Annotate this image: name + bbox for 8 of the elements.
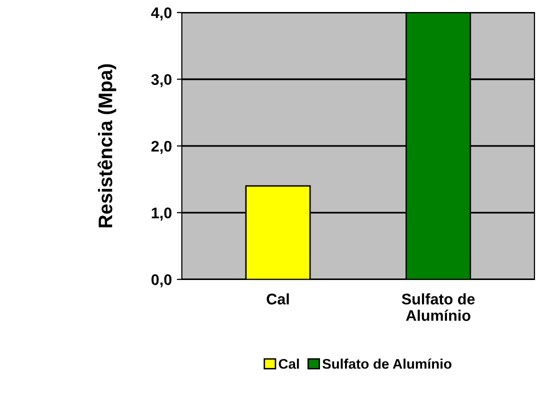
y-tick-label: 1,0 [152, 208, 172, 221]
y-axis-title: Resistência (Mpa) [98, 64, 116, 228]
legend-label: Cal [278, 358, 299, 369]
y-tick-label: 2,0 [151, 140, 172, 154]
y-tick-label: 0,0 [151, 274, 172, 288]
legend-label: Sulfato de Alumínio [322, 358, 452, 369]
y-tick-label: 4,0 [151, 7, 172, 20]
y-tick-label: 3,0 [151, 74, 172, 88]
